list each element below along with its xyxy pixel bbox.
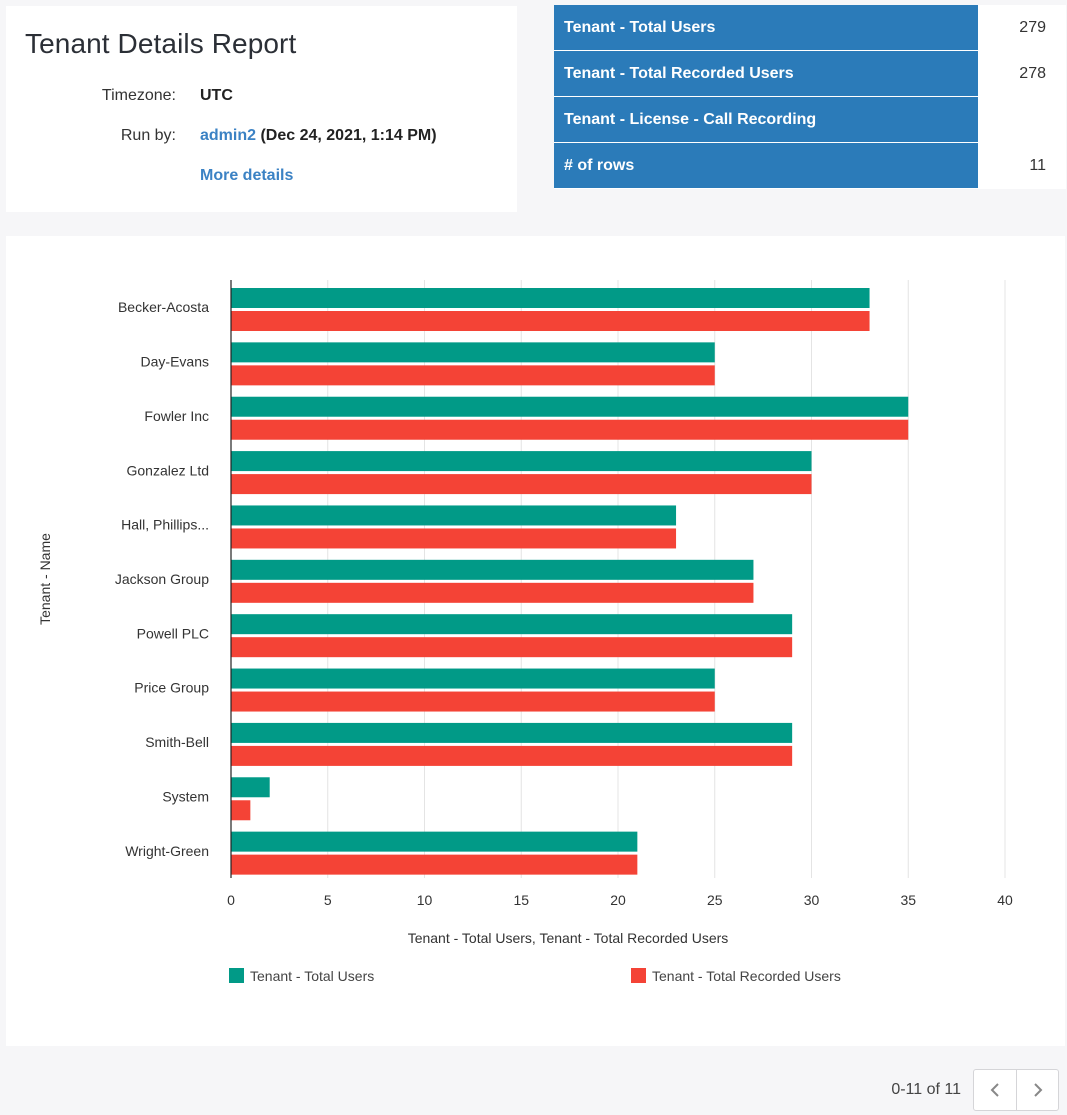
bar [231,505,677,526]
chart-card: 0 5 10 15 20 25 30 35 40 Becker-Acosta Day-Evans Fo… [6,236,1065,1046]
more-details-link[interactable]: More details [200,167,294,184]
pagination: 0-11 of 11 [891,1069,1059,1111]
x-tick-label: 15 [513,892,529,908]
pagination-buttons [973,1069,1059,1111]
bar [231,800,251,821]
y-tick-label: Powell PLC [137,625,209,641]
bar [231,745,793,766]
run-by-value: admin2 (Dec 24, 2021, 1:14 PM) [200,127,437,145]
bar [231,691,715,712]
bar [231,777,270,798]
x-tick-label: 30 [804,892,820,908]
y-tick-label: Hall, Phillips... [121,517,209,533]
summary-label: Tenant - Total Recorded Users [554,51,978,96]
y-tick-label: Becker-Acosta [118,299,209,315]
timezone-value: UTC [200,87,233,104]
run-by-label: Run by: [120,127,176,144]
page-title: Tenant Details Report [25,28,297,59]
timezone-label: Timezone: [101,87,176,104]
x-tick-label: 10 [417,892,433,908]
summary-value: 11 [978,143,1066,188]
chevron-left-icon [990,1083,999,1097]
more-details-row: More details [200,167,293,185]
bar [231,528,677,549]
report-info-card: Tenant Details Report Timezone: UTC Run … [6,6,517,212]
y-tick-label: Gonzalez Ltd [127,462,210,478]
bar [231,342,715,363]
bar [231,474,812,495]
bar [231,451,812,472]
bar [231,582,754,603]
legend-label: Tenant - Total Users [250,968,374,984]
y-tick-label: Price Group [134,680,209,696]
bar [231,419,909,440]
y-tick-label: System [162,788,209,804]
summary-label: Tenant - Total Users [554,5,978,50]
summary-label: Tenant - License - Call Recording [554,97,978,142]
legend-swatch [229,968,244,983]
bar [231,311,870,331]
bar [231,365,715,386]
y-tick-label: Fowler Inc [144,408,209,424]
legend-swatch [631,968,646,983]
x-tick-label: 25 [707,892,723,908]
legend-label: Tenant - Total Recorded Users [652,968,841,984]
y-axis-title: Tenant - Name [37,533,53,625]
summary-row: Tenant - Total Recorded Users 278 [554,51,1066,97]
summary-value: 279 [978,5,1066,50]
x-axis-title: Tenant - Total Users, Tenant - Total Rec… [408,930,729,946]
x-tick-label: 35 [900,892,916,908]
x-tick-label: 20 [610,892,626,908]
x-tick-label: 40 [997,892,1013,908]
bar [231,637,793,658]
bar [231,854,638,875]
summary-table: Tenant - Total Users 279 Tenant - Total … [554,5,1066,189]
summary-value: 278 [978,51,1066,96]
x-tick-label: 5 [324,892,332,908]
run-by-time: (Dec 24, 2021, 1:14 PM) [260,127,437,144]
prev-page-button[interactable] [974,1070,1016,1110]
y-tick-label: Jackson Group [115,571,209,587]
pagination-text: 0-11 of 11 [891,1081,961,1098]
bar [231,722,793,743]
bar [231,396,909,417]
bar [231,831,638,852]
summary-row: # of rows 11 [554,143,1066,189]
next-page-button[interactable] [1016,1070,1058,1110]
run-by-user-link[interactable]: admin2 [200,127,257,144]
summary-label: # of rows [554,143,978,188]
x-tick-label: 0 [227,892,235,908]
bar [231,559,754,580]
summary-row: Tenant - License - Call Recording [554,97,1066,143]
chevron-right-icon [1033,1083,1042,1097]
y-tick-label: Day-Evans [141,354,209,370]
summary-value [978,97,1066,142]
summary-row: Tenant - Total Users 279 [554,5,1066,51]
bar [231,288,870,308]
bar [231,668,715,689]
y-tick-label: Wright-Green [125,843,209,859]
bar [231,614,793,635]
bar-chart: 0 5 10 15 20 25 30 35 40 Becker-Acosta Day-Evans Fo… [37,280,1013,984]
y-tick-label: Smith-Bell [145,734,209,750]
